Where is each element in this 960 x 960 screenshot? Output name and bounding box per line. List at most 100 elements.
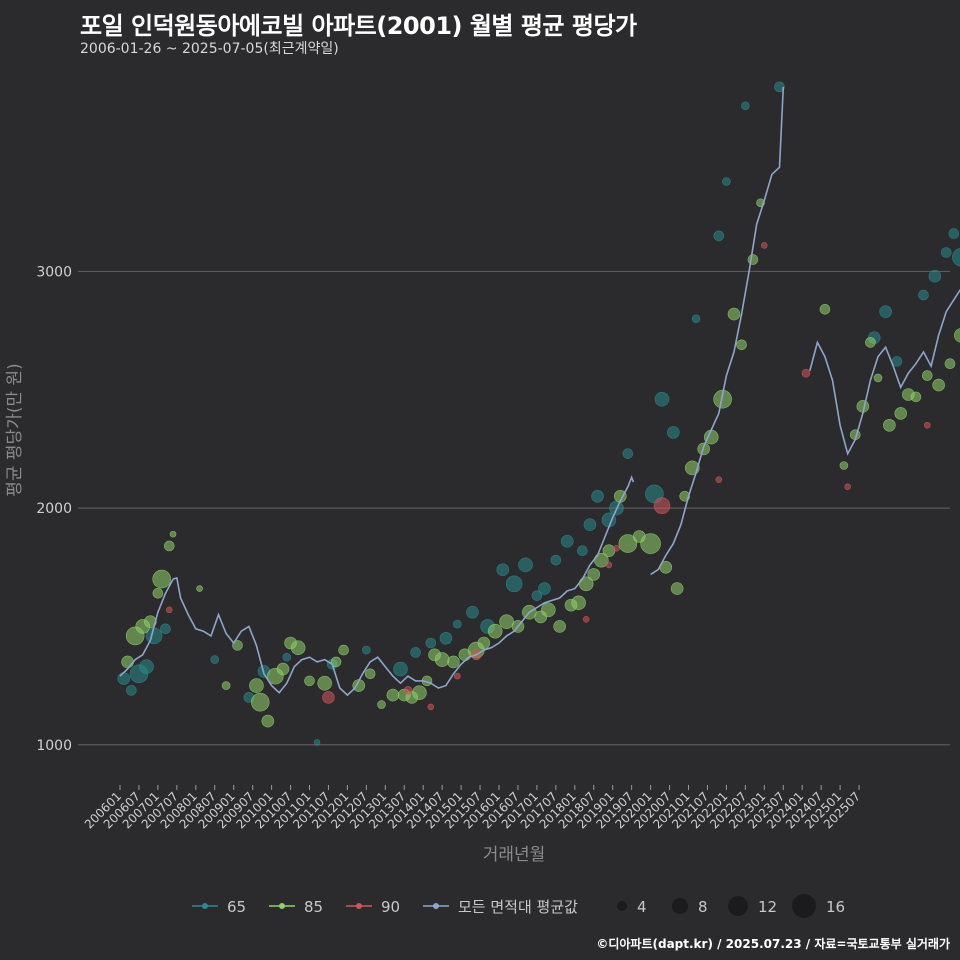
point-s90 — [844, 483, 851, 491]
legend-label-avg: 모든 면적대 평균값 — [458, 898, 578, 916]
point-s85 — [921, 370, 933, 381]
point-s90 — [923, 421, 931, 429]
legend-marker-s65 — [202, 903, 208, 909]
point-s90 — [801, 368, 811, 378]
point-s85 — [232, 640, 243, 651]
point-s65 — [505, 575, 523, 593]
point-s65 — [518, 557, 533, 573]
point-s85 — [618, 534, 638, 553]
point-s65 — [667, 426, 680, 439]
legend: 65 85 90 모든 면적대 평균값 4 8 12 16 — [192, 894, 845, 918]
legend-marker-avg — [433, 903, 439, 909]
point-s85 — [640, 533, 661, 554]
point-s90 — [613, 545, 620, 552]
legend-label-s85: 85 — [304, 898, 323, 916]
point-s85 — [447, 655, 460, 669]
point-s85 — [386, 688, 400, 702]
point-s85 — [819, 303, 831, 315]
point-s90 — [653, 497, 671, 515]
point-s65 — [139, 659, 154, 674]
point-s85 — [250, 692, 270, 712]
point-s65 — [918, 289, 929, 301]
point-s65 — [466, 605, 479, 619]
point-s65 — [654, 391, 670, 407]
point-s65 — [531, 590, 543, 601]
point-s65 — [591, 489, 604, 503]
legend-size-circle — [728, 896, 748, 916]
point-s85 — [736, 339, 747, 351]
y-tick-label: 1000 — [36, 738, 72, 754]
legend-marker-s85 — [279, 903, 285, 909]
y-axis-ticks: 1000 2000 3000 — [36, 264, 72, 753]
point-s85 — [910, 391, 922, 403]
y-tick-label: 3000 — [36, 264, 72, 280]
point-s90 — [605, 561, 613, 569]
point-s85 — [196, 585, 203, 592]
page-subtitle: 2006-01-26 ~ 2025-07-05(최근계약일) — [80, 41, 339, 57]
point-s90 — [322, 691, 335, 704]
average-line — [119, 86, 960, 697]
point-s85 — [221, 681, 231, 690]
point-s90 — [454, 672, 461, 680]
point-s65 — [722, 177, 731, 186]
point-s85 — [304, 675, 315, 687]
point-s85 — [747, 254, 759, 265]
point-s90 — [582, 616, 590, 623]
point-s85 — [954, 328, 960, 343]
point-s85 — [317, 675, 332, 691]
legend-size-label: 12 — [758, 898, 777, 916]
point-s85 — [571, 595, 586, 611]
point-s85 — [412, 685, 427, 701]
x-axis-ticks: 2006012006072007012007072008012008072009… — [82, 785, 863, 832]
page-title: 포일 인덕원동아에코빌 아파트(2001) 월별 평균 평당가 — [80, 12, 637, 40]
point-s65 — [393, 661, 408, 677]
point-s85 — [276, 662, 290, 676]
y-tick-label: 2000 — [36, 501, 72, 517]
point-s85 — [727, 307, 741, 321]
point-s65 — [126, 685, 137, 696]
point-s85 — [944, 358, 956, 370]
point-s85 — [713, 389, 732, 409]
legend-label-s65: 65 — [227, 898, 246, 916]
point-s65 — [313, 739, 321, 746]
point-s65 — [362, 645, 371, 655]
point-s65 — [282, 652, 292, 662]
legend-size-circle — [672, 898, 688, 914]
point-s65 — [622, 448, 634, 459]
point-s85 — [883, 418, 896, 432]
point-s65 — [439, 631, 453, 645]
legend-label-s90: 90 — [381, 898, 400, 916]
point-s85 — [602, 544, 616, 558]
point-s85 — [553, 620, 566, 633]
point-s85 — [290, 640, 306, 656]
point-s85 — [330, 656, 342, 668]
point-s85 — [121, 655, 134, 669]
legend-marker-s90 — [356, 903, 362, 909]
point-s85 — [894, 407, 908, 420]
point-s85 — [932, 378, 945, 392]
legend-size-label: 8 — [698, 898, 708, 916]
legend-size-label: 16 — [826, 898, 845, 916]
point-s85 — [434, 652, 450, 667]
point-s85 — [839, 461, 849, 470]
point-s65 — [117, 672, 131, 685]
point-s65 — [713, 230, 725, 242]
point-s65 — [948, 228, 960, 239]
point-s65 — [691, 314, 701, 324]
point-s65 — [496, 563, 510, 576]
point-s85 — [377, 700, 386, 709]
point-s85 — [499, 614, 514, 630]
point-s65 — [952, 248, 960, 267]
point-s65 — [879, 305, 892, 318]
point-s65 — [741, 101, 750, 111]
point-s85 — [873, 373, 883, 383]
point-s85 — [477, 636, 491, 650]
point-s85 — [670, 582, 684, 595]
point-s65 — [538, 582, 551, 595]
x-axis-label: 거래년월 — [483, 845, 546, 865]
y-axis-label: 평균 평당가(만 원) — [5, 363, 25, 497]
legend-size-circle — [617, 901, 627, 911]
point-s90 — [760, 242, 768, 249]
point-s85 — [163, 540, 175, 552]
